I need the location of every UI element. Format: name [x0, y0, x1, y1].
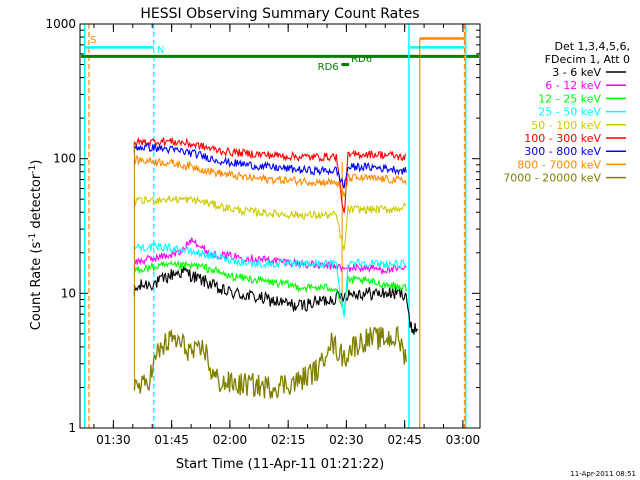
x-tick-label: 01:30	[96, 433, 131, 447]
legend-entry-label: 7000 - 20000 keV	[503, 172, 601, 185]
y-axis-label-part: Count Rate (s	[29, 242, 44, 331]
legend-entry-label: 50 - 100 keV	[531, 119, 601, 132]
legend-entry-label: 800 - 7000 keV	[517, 158, 601, 171]
annotation-rd6-label: RD6	[351, 54, 372, 65]
y-axis-label-part: )	[29, 160, 44, 165]
x-tick-label: 02:00	[213, 433, 248, 447]
series-line-4	[133, 195, 407, 251]
legend-entry-label: 300 - 800 keV	[524, 145, 601, 158]
legend-entry-label: 25 - 50 keV	[538, 106, 601, 119]
series-line-2	[133, 259, 407, 316]
x-axis-label: Start Time (11-Apr-11 01:21:22)	[176, 457, 384, 472]
series-line-8	[133, 326, 407, 399]
chart-title: HESSI Observing Summary Count Rates	[140, 6, 419, 22]
x-tick-label: 01:45	[154, 433, 189, 447]
overlay-layer: S N RD6 RD6	[81, 24, 479, 428]
y-tick-label: 100	[53, 152, 76, 166]
y-axis-label: Count Rate (s-1 detector-1)	[28, 160, 44, 331]
annotation-n-label: N	[157, 45, 164, 56]
y-axis-label-superscript: -1	[28, 233, 38, 242]
legend-entry-label: 12 - 25 keV	[538, 92, 601, 105]
y-tick-label: 10	[61, 286, 76, 300]
x-tick-label: 03:00	[446, 433, 481, 447]
legend-header-line: Det 1,3,4,5,6,	[554, 40, 630, 53]
y-tick-label: 1	[68, 421, 76, 435]
axes-layer: 01:30 01:45 02:00 02:15 02:30 02:45 03:00 1 10 10…	[45, 17, 481, 447]
legend-entry-label: 100 - 300 keV	[524, 132, 601, 145]
y-axis-label-part: detector	[29, 173, 44, 233]
y-tick-label: 1000	[45, 17, 76, 31]
series-layer	[133, 136, 419, 399]
footer-timestamp: 11-Apr-2011 08:51	[570, 470, 636, 478]
legend-entry-label: 3 - 6 keV	[552, 66, 601, 79]
legend: Det 1,3,4,5,6,FDecim 1, Att 03 - 6 keV6 …	[503, 40, 630, 185]
annotation-rd6-label: RD6	[318, 62, 339, 73]
x-tick-label: 02:15	[271, 433, 306, 447]
annotation-s-label: S	[90, 35, 96, 46]
series-line-7	[133, 155, 407, 197]
legend-entry-label: 6 - 12 keV	[545, 79, 601, 92]
series-line-6	[133, 142, 407, 189]
series-line-3	[133, 241, 407, 318]
x-tick-label: 02:45	[387, 433, 422, 447]
legend-header-line: FDecim 1, Att 0	[545, 53, 630, 66]
y-axis-label-superscript: -1	[28, 165, 38, 174]
y-axis-label-text: Count Rate (s-1 detector-1)	[28, 160, 44, 331]
series-line-5	[133, 136, 407, 213]
series-line-0	[133, 266, 419, 335]
plot-frame	[79, 23, 481, 429]
x-tick-label: 02:30	[329, 433, 364, 447]
